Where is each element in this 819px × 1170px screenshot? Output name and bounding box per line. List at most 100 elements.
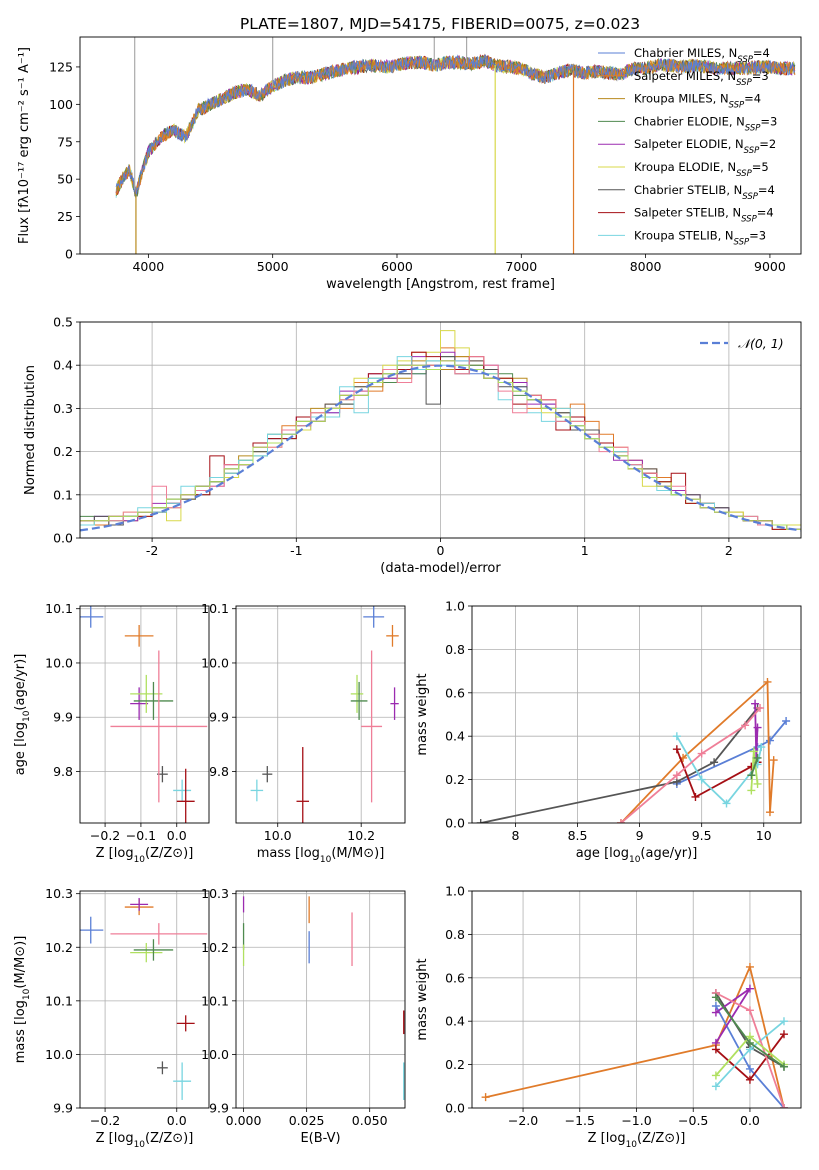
weight-marker — [711, 1008, 720, 1017]
weight-marker — [697, 775, 706, 784]
weight-marker — [672, 745, 681, 754]
x-tick-label: 1 — [581, 543, 589, 558]
x-tick-label: −1.5 — [565, 1113, 595, 1128]
legend-label: Kroupa ELODIE, NSSP=5 — [634, 160, 769, 179]
spectrum-line — [115, 54, 796, 197]
y-tick-label: 9.9 — [209, 1101, 229, 1116]
weight-marker — [765, 808, 774, 817]
x-tick-label: 0 — [437, 543, 445, 558]
y-tick-label: 10.0 — [45, 655, 73, 670]
panel-6: −0.2 0.0 9.9 10.0 10.1 10.2 10.3 Z [log10(Z/Z⊙)… — [13, 886, 210, 1150]
axes-frame — [79, 605, 210, 824]
x-axis-label: E(B-V) — [300, 1131, 340, 1146]
weight-marker — [672, 771, 681, 780]
weight-marker — [741, 721, 750, 730]
y-tick-label: 9.9 — [53, 710, 73, 725]
y-tick-label: 9.9 — [53, 1101, 73, 1116]
weight-marker — [751, 699, 760, 708]
y-tick-label: 0.2 — [445, 1057, 465, 1072]
weight-marker — [697, 749, 706, 758]
y-tick-label: 10.0 — [201, 1047, 229, 1062]
x-tick-label: 0.050 — [352, 1113, 388, 1128]
x-tick-label: −0.2 — [90, 828, 120, 843]
y-tick-label: 0.0 — [445, 816, 465, 831]
weight-marker — [782, 717, 791, 726]
legend: Chabrier MILES, NSSP=4 Salpeter MILES, NS… — [598, 46, 777, 247]
y-tick-label: 9.9 — [209, 710, 229, 725]
x-tick-label: −1.0 — [621, 1113, 651, 1128]
x-tick-label: 10 — [756, 828, 772, 843]
x-tick-label: -1 — [290, 543, 302, 558]
figure-title: PLATE=1807, MJD=54175, FIBERID=0075, z=0… — [240, 15, 640, 33]
axes-frame — [79, 321, 802, 539]
weight-marker — [757, 743, 766, 752]
y-tick-label: 10.1 — [45, 601, 73, 616]
x-tick-label: −0.2 — [90, 1113, 120, 1128]
y-tick-label: 75 — [57, 134, 73, 149]
plot-area — [115, 37, 796, 254]
panel-5: 8 8.5 9 9.5 10 0.0 0.2 0.4 0.6 0.8 1.0 age [log10(a… — [415, 599, 802, 865]
y-axis-label: mass [log10(M/M⊙)] — [13, 936, 32, 1064]
y-tick-label: 0 — [65, 247, 73, 262]
y-tick-label: 0.6 — [445, 685, 465, 700]
histogram-step — [80, 360, 801, 538]
weight-line — [480, 707, 759, 823]
x-tick-label: −0.1 — [126, 828, 156, 843]
y-tick-label: 10.1 — [201, 993, 229, 1008]
x-tick-label: -2 — [146, 543, 158, 558]
weight-marker — [711, 1082, 720, 1091]
weight-marker — [756, 703, 765, 712]
plot-area — [80, 330, 801, 538]
x-tick-label: 10.0 — [264, 828, 292, 843]
weight-line — [676, 720, 787, 785]
x-tick-label: 0.0 — [167, 828, 187, 843]
panel-2: -2 -1 0 1 2 0.0 0.1 0.2 0.3 0.4 0.5 (data-model)/er… — [23, 315, 802, 576]
panel-3: −0.2 −0.1 0.0 9.8 9.9 10.0 10.1 Z [log10(Z/Z⊙)]… — [13, 601, 210, 865]
weight-line — [485, 964, 785, 1108]
axes-frame — [235, 890, 406, 1109]
y-tick-label: 0.1 — [53, 487, 73, 502]
x-axis-label: wavelength [Angstrom, rest frame] — [326, 277, 555, 292]
y-axis-label: Normed distribution — [23, 365, 38, 495]
weight-marker — [711, 1045, 720, 1054]
x-tick-label: 0.0 — [740, 1113, 760, 1128]
y-tick-label: 0.8 — [445, 642, 465, 657]
axes-frame — [79, 890, 210, 1109]
panel-1: 4000 5000 6000 7000 8000 9000 0 25 50 75 100 125 wav… — [17, 36, 802, 292]
panel-7: 0.000 0.025 0.050 9.9 10.0 10.1 10.2 10.3 E(B-V) — [201, 886, 406, 1146]
x-tick-label: 0.025 — [289, 1113, 325, 1128]
legend-label: Chabrier ELODIE, NSSP=3 — [634, 114, 777, 133]
y-tick-label: 10.1 — [201, 601, 229, 616]
weight-line — [750, 757, 759, 776]
weight-marker — [745, 1075, 754, 1084]
axes-frame — [471, 890, 802, 1109]
weight-marker — [753, 779, 762, 788]
weight-marker — [745, 1006, 754, 1015]
legend-label: Kroupa STELIB, NSSP=3 — [634, 228, 766, 247]
weight-marker — [691, 792, 700, 801]
weight-marker — [722, 799, 731, 808]
legend-label: Salpeter STELIB, NSSP=4 — [634, 206, 774, 225]
weight-marker — [616, 819, 625, 823]
plot-area — [476, 677, 791, 823]
legend-label: Chabrier STELIB, NSSP=4 — [634, 183, 775, 202]
y-tick-label: 0.8 — [445, 927, 465, 942]
y-tick-label: 10.2 — [201, 940, 229, 955]
legend-label: Kroupa MILES, NSSP=4 — [634, 92, 761, 111]
x-tick-label: 8000 — [630, 259, 662, 274]
x-tick-label: 0.0 — [167, 1113, 187, 1128]
weight-marker — [753, 723, 762, 732]
plot-area — [481, 962, 788, 1108]
x-tick-label: 5000 — [257, 259, 289, 274]
y-tick-label: 1.0 — [445, 599, 465, 614]
y-tick-label: 10.0 — [45, 1047, 73, 1062]
weight-marker — [745, 1064, 754, 1073]
axes-frame — [235, 605, 406, 824]
legend-label: Chabrier MILES, NSSP=4 — [634, 46, 770, 65]
y-tick-label: 0.2 — [53, 444, 73, 459]
y-tick-label: 9.8 — [209, 764, 229, 779]
x-tick-label: 4000 — [132, 259, 164, 274]
x-tick-label: 10.2 — [347, 828, 375, 843]
x-axis-label: Z [log10(Z/Z⊙)] — [96, 1131, 194, 1150]
y-tick-label: 10.2 — [45, 940, 73, 955]
